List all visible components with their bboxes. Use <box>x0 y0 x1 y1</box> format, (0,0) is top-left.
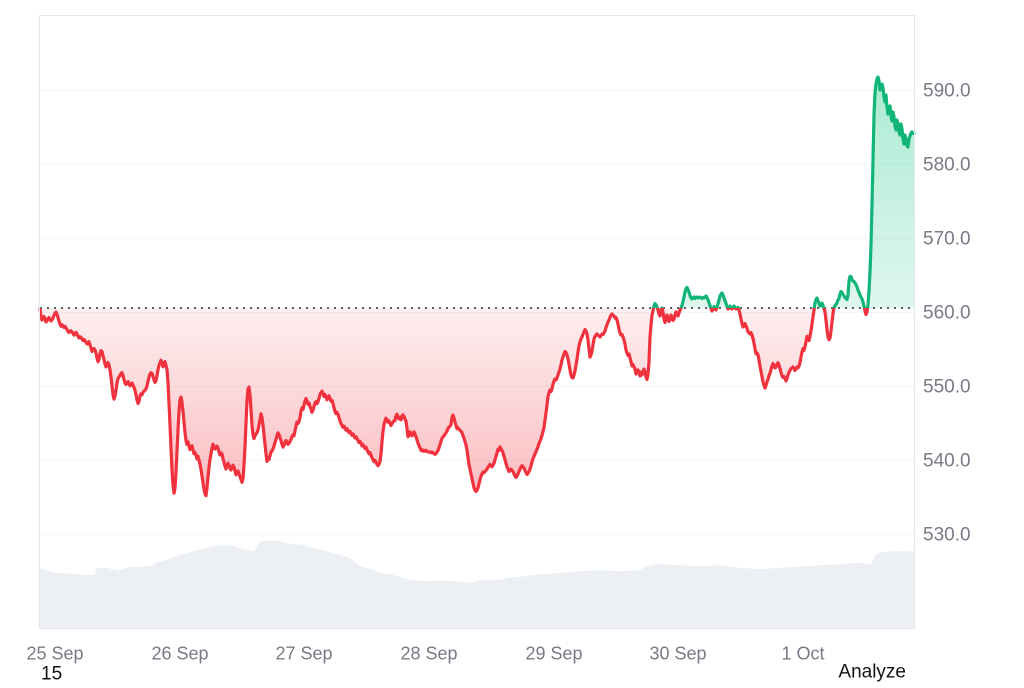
svg-text:27 Sep: 27 Sep <box>275 644 332 664</box>
svg-text:Analyze: Analyze <box>838 662 906 683</box>
svg-text:580.0: 580.0 <box>923 155 971 176</box>
svg-text:26 Sep: 26 Sep <box>151 644 208 664</box>
svg-text:560.0: 560.0 <box>923 303 971 324</box>
svg-text:1 Oct: 1 Oct <box>781 644 824 664</box>
svg-text:28 Sep: 28 Sep <box>400 644 457 664</box>
svg-text:25 Sep: 25 Sep <box>26 644 83 664</box>
svg-text:29 Sep: 29 Sep <box>525 644 582 664</box>
svg-text:530.0: 530.0 <box>923 525 971 546</box>
svg-text:550.0: 550.0 <box>923 377 971 398</box>
svg-text:30 Sep: 30 Sep <box>649 644 706 664</box>
svg-text:15: 15 <box>41 664 62 684</box>
svg-text:540.0: 540.0 <box>923 451 971 472</box>
svg-text:570.0: 570.0 <box>923 229 971 250</box>
svg-text:590.0: 590.0 <box>923 81 971 102</box>
